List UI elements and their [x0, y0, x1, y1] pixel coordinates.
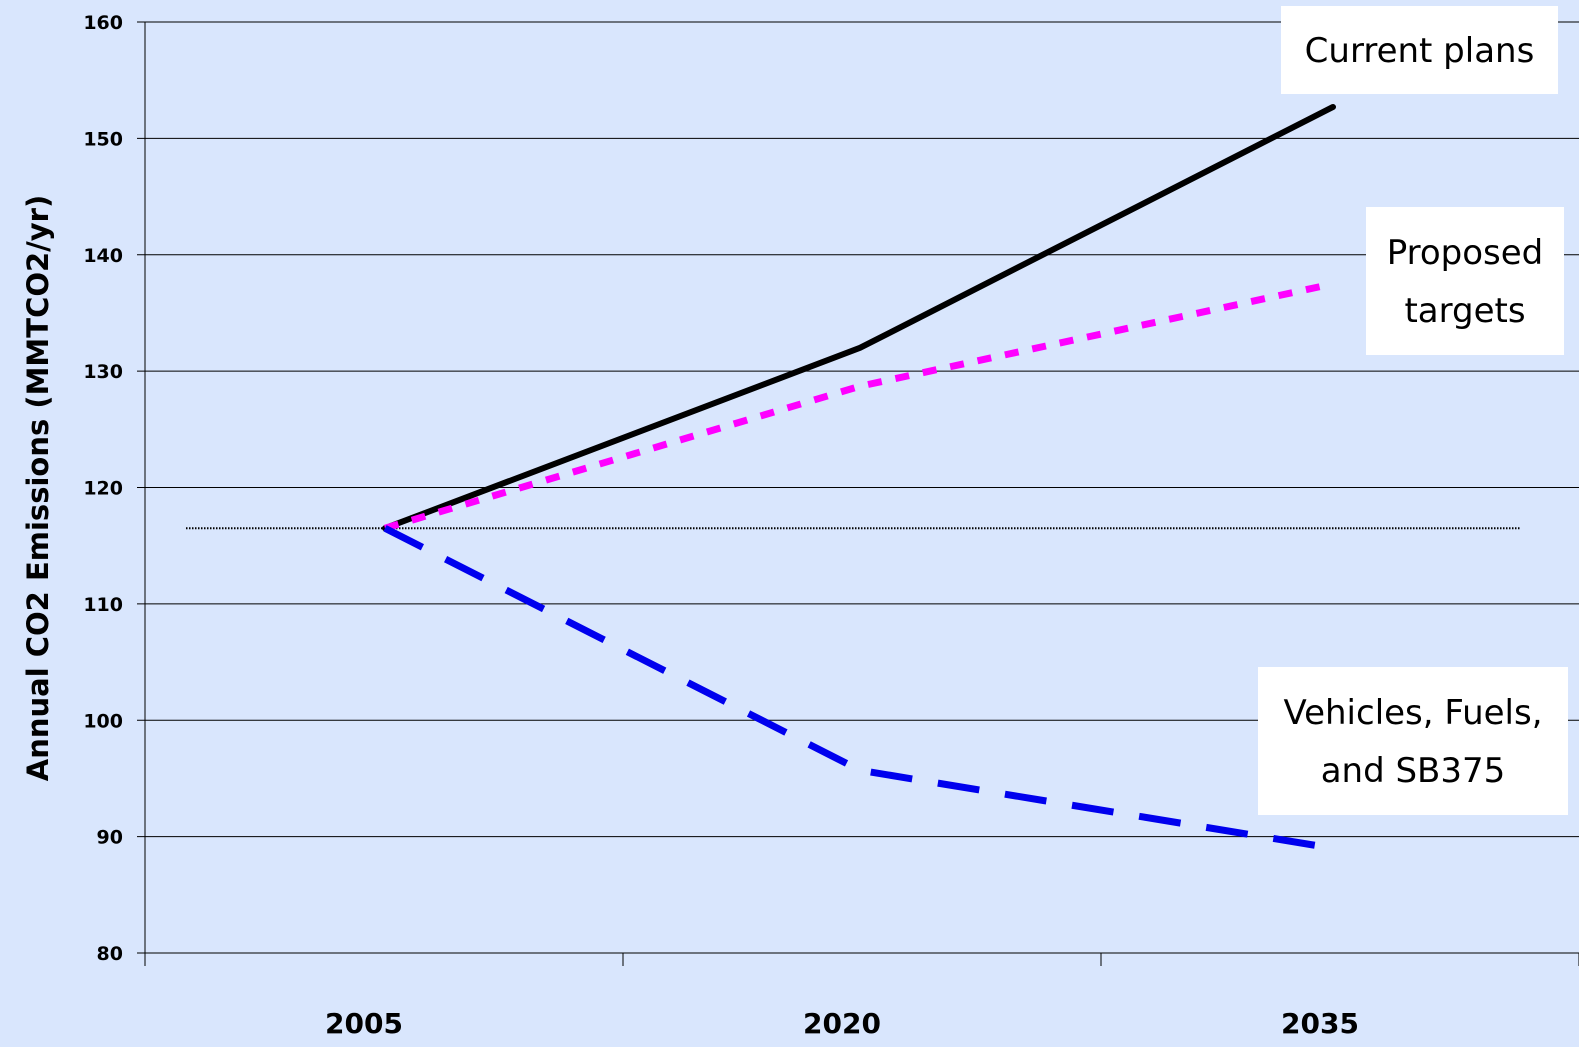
axes-layer: 80 90 100 110 120 130 140 150 160 2005 2020 2035 [83, 12, 1579, 1040]
series-callout-label: Current plans [1305, 31, 1535, 71]
series-layer [186, 103, 1520, 852]
series-callout-label: Vehicles, Fuels, [1283, 693, 1542, 733]
series-line [383, 525, 1334, 852]
grid-layer [145, 21, 1579, 838]
y-tick-label: 80 [97, 943, 123, 965]
y-tick-label: 110 [83, 594, 123, 616]
series-callout-label: targets [1404, 291, 1525, 331]
series-callout-label: Proposed [1387, 233, 1544, 273]
y-tick-label: 160 [83, 12, 123, 34]
series-line [383, 280, 1334, 532]
y-axis-title: Annual CO2 Emissions (MMTCO2/yr) [21, 195, 55, 781]
y-tick-label: 100 [83, 710, 123, 732]
series-callout-box [1281, 6, 1558, 94]
y-tick-label: 130 [83, 361, 123, 383]
labels-layer: Current plans Proposed targets Vehicles, Fu… [1258, 6, 1568, 815]
y-tick-label: 150 [83, 128, 123, 150]
x-tick-label: 2035 [1281, 1007, 1359, 1040]
series-line [382, 103, 1336, 532]
y-tick-label: 140 [83, 245, 123, 267]
x-tick-label: 2005 [325, 1007, 403, 1040]
y-tick-label: 120 [83, 478, 123, 500]
y-tick-label: 90 [97, 827, 123, 849]
series-callout-box [1258, 667, 1568, 815]
series-callout-label: and SB375 [1321, 751, 1506, 791]
series-callout-box [1366, 207, 1564, 355]
x-tick-label: 2020 [803, 1007, 881, 1040]
